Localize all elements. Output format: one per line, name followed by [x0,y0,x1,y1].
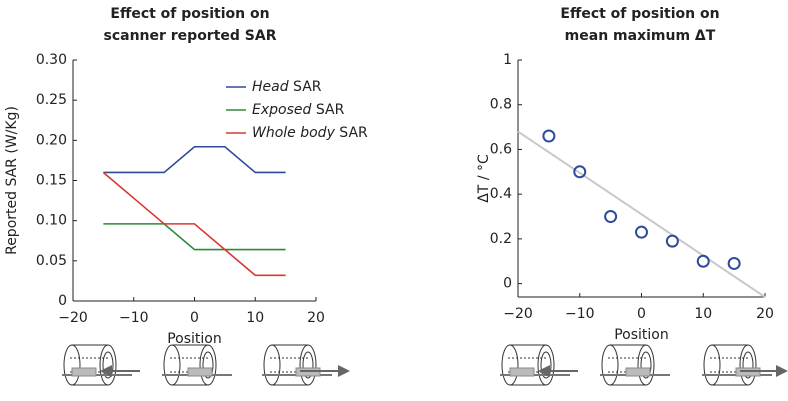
y-tick-label: 1 [503,52,512,68]
scatter-point [665,234,679,248]
y-axis-label: ΔT / °C [476,154,492,203]
x-tick-label: 0 [190,310,199,326]
x-axis-label: Position [614,327,669,343]
x-tick-label: −10 [119,310,149,326]
y-axis-label: Reported SAR (W/Kg) [4,106,20,255]
legend-label: Whole body SAR [252,125,368,141]
y-tick-label: 0 [503,276,512,292]
x-tick-label: 10 [246,310,264,326]
y-tick-label: 0.05 [36,253,67,269]
chart-title: Effect of position on [110,6,269,22]
x-tick-label: −20 [503,306,533,322]
scatter-point [727,256,741,270]
legend-label: Exposed SAR [252,102,345,118]
scatter-point [604,210,618,224]
line-series [103,223,286,251]
y-tick-label: 0.25 [36,92,67,108]
x-tick-label: 10 [694,306,712,322]
y-tick-label: 0.30 [36,52,67,68]
x-tick-label: −20 [58,310,88,326]
legend-label: Head SAR [252,79,322,95]
y-tick-label: 0.4 [490,186,512,202]
scatter-point [573,165,587,179]
scatter-point [696,254,710,268]
y-tick-label: 0.15 [36,173,67,189]
y-tick-label: 0.6 [490,141,512,157]
line-series [103,145,286,174]
y-tick-label: 0.8 [490,97,512,113]
x-tick-label: 0 [637,306,646,322]
line-series [102,171,286,277]
y-tick-label: 0 [58,293,67,309]
x-tick-label: 20 [307,310,325,326]
chart-title: Effect of position on [560,6,719,22]
position-icons [61,344,788,386]
chart-title: mean maximum ΔT [565,28,716,44]
y-tick-label: 0.20 [36,132,67,148]
chart-title: scanner reported SAR [103,28,276,44]
fit-line [517,130,766,298]
x-tick-label: 20 [756,306,774,322]
y-tick-label: 0.10 [36,213,67,229]
scatter-point [635,225,648,239]
y-tick-label: 0.2 [490,231,512,247]
scatter-point [542,129,556,143]
x-axis-label: Position [167,331,222,347]
x-tick-label: −10 [565,306,595,322]
